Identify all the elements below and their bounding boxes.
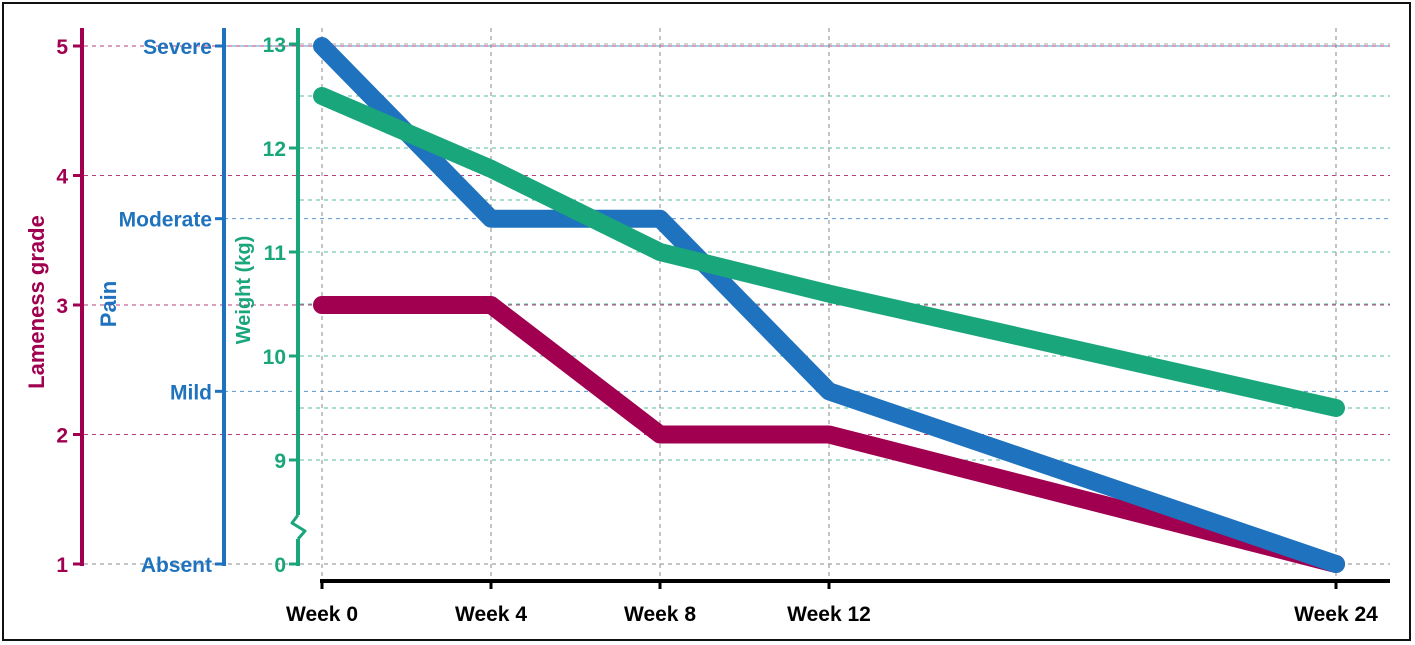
lameness-tick-label: 2: [56, 425, 68, 448]
lameness-axis-label: Lameness grade: [24, 215, 49, 389]
weight-data-point: [321, 95, 323, 97]
x-tick-label: Week 12: [787, 603, 871, 626]
pain-tick-label: Severe: [143, 36, 212, 59]
pain-data-point: [321, 45, 323, 47]
x-tick-label: Week 24: [1294, 603, 1378, 626]
pain-data-point: [659, 218, 661, 220]
lameness-data-point: [828, 434, 830, 435]
weight-axis-label: Weight (kg): [233, 236, 255, 345]
x-tick-label: Week 4: [455, 603, 527, 626]
pain-tick-label: Absent: [141, 554, 212, 577]
pain-tick-label: Moderate: [119, 209, 212, 232]
weight-data-point: [659, 251, 661, 253]
weight-data-point: [490, 168, 492, 170]
weight-tick-label-zero: 0: [274, 554, 286, 577]
pain-data-point: [490, 218, 492, 220]
lameness-data-point: [321, 304, 323, 306]
lameness-tick-label: 3: [56, 295, 68, 318]
weight-tick-label: 13: [263, 34, 286, 57]
weight-tick-label: 9: [274, 450, 286, 473]
pain-axis-label: Pain: [96, 281, 121, 327]
axes: [73, 28, 1390, 589]
x-tick-label: Week 0: [286, 603, 358, 626]
weight-tick-label: 11: [264, 242, 287, 265]
pain-data-point: [1335, 563, 1337, 565]
lameness-tick-label: 1: [56, 554, 68, 577]
weight-axis-break: [290, 514, 307, 540]
lameness-tick-label: 4: [56, 166, 68, 189]
weight-data-point: [1335, 407, 1337, 409]
lameness-data-point: [659, 434, 661, 435]
axis-labels: Week 0 Week 4 Week 8 Week 12 Week 2412345Lam…: [24, 34, 1378, 626]
weight-tick-label: 10: [263, 346, 286, 369]
data-series: [313, 37, 1345, 573]
pain-data-point: [828, 390, 830, 392]
pain-tick-label: Mild: [170, 381, 212, 404]
x-tick-label: Week 8: [624, 603, 696, 626]
lameness-tick-label: 5: [56, 36, 68, 59]
lameness-data-point: [490, 304, 492, 306]
weight-data-point: [828, 293, 830, 295]
weight-tick-label: 12: [263, 138, 286, 161]
